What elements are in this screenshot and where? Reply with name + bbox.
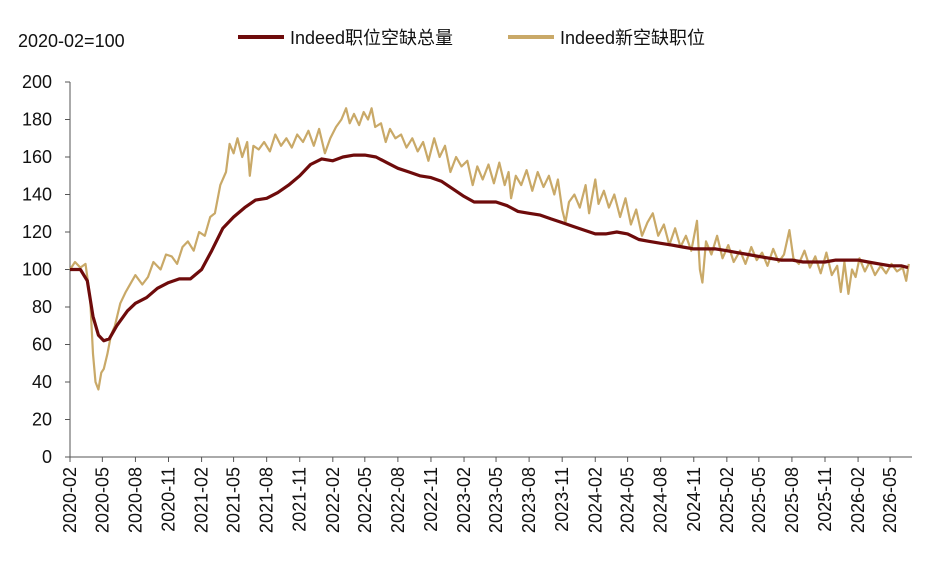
y-tick-label: 120 xyxy=(22,222,52,242)
y-tick-label: 100 xyxy=(22,260,52,280)
x-tick-label: 2025-02 xyxy=(717,467,737,533)
x-tick-label: 2021-02 xyxy=(192,467,212,533)
x-tick-label: 2021-05 xyxy=(224,467,244,533)
x-tick-label: 2020-11 xyxy=(159,467,179,532)
y-tick-label: 60 xyxy=(32,335,52,355)
series-line-total-postings xyxy=(70,153,909,343)
legend: Indeed职位空缺总量 Indeed新空缺职位 xyxy=(238,28,705,48)
x-tick-label: 2020-05 xyxy=(92,467,112,533)
x-tick-label: 2024-02 xyxy=(585,467,605,533)
x-tick-label: 2024-11 xyxy=(684,467,704,532)
x-tick-label: 2022-11 xyxy=(421,467,441,532)
y-tick-label: 40 xyxy=(32,372,52,392)
x-tick-label: 2021-11 xyxy=(290,467,310,532)
plot-area xyxy=(69,107,910,391)
x-tick-label: 2024-08 xyxy=(651,467,671,533)
y-tick-label: 180 xyxy=(22,110,52,130)
x-tick-label: 2026-05 xyxy=(880,467,900,533)
x-tick-label: 2021-08 xyxy=(257,467,277,533)
x-tick-label: 2022-08 xyxy=(388,467,408,533)
x-tick-label: 2023-11 xyxy=(552,467,572,532)
y-tick-label: 140 xyxy=(22,185,52,205)
x-tick-label: 2025-08 xyxy=(782,467,802,533)
series-line-new-postings xyxy=(69,107,910,391)
x-tick-label: 2022-05 xyxy=(355,467,375,533)
x-tick-label: 2023-08 xyxy=(519,467,539,533)
legend-label-total: Indeed职位空缺总量 xyxy=(290,28,453,48)
y-tick-label: 160 xyxy=(22,147,52,167)
x-tick-label: 2022-02 xyxy=(323,467,343,533)
y-axis: 0 20 40 60 80 100 120 140 160 180 200 xyxy=(22,72,71,467)
x-tick-label: 2025-11 xyxy=(815,467,835,532)
x-tick-label: 2025-05 xyxy=(749,467,769,533)
chart-note: 2020-02=100 xyxy=(18,31,125,51)
legend-label-new: Indeed新空缺职位 xyxy=(560,28,705,48)
y-tick-label: 0 xyxy=(42,447,52,467)
x-tick-label: 2024-05 xyxy=(618,467,638,533)
x-tick-label: 2026-02 xyxy=(848,467,868,533)
x-tick-label: 2020-02 xyxy=(60,467,80,533)
x-tick-label: 2020-08 xyxy=(125,467,145,533)
y-tick-label: 20 xyxy=(32,410,52,430)
x-axis: 2020-02 2020-05 2020-08 2020-11 2021-02 2021-… xyxy=(60,456,912,533)
y-tick-label: 200 xyxy=(22,72,52,92)
x-tick-label: 2023-05 xyxy=(486,467,506,533)
x-tick-label: 2023-02 xyxy=(454,467,474,533)
y-tick-label: 80 xyxy=(32,297,52,317)
